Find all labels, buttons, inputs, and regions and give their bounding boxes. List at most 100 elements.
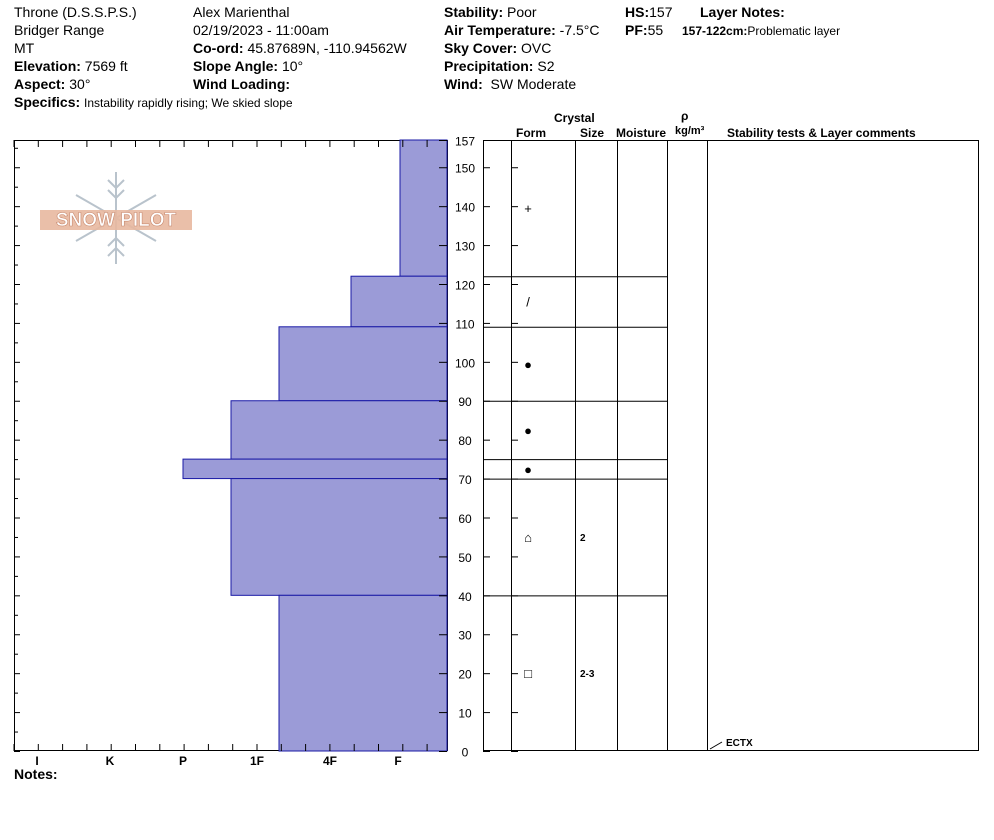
stability-test-label-0: ECTX [726,738,753,749]
wind-label: Wind: [444,76,483,92]
y-tick-label: 140 [455,201,475,215]
stability-field: Stability: Poor [444,4,537,20]
notes-label: Notes: [14,766,58,782]
moisture-header: Moisture [616,126,667,140]
aspect-value: 30° [69,76,91,92]
crystal-form-5: ⌂ [524,530,532,545]
form-header: Form [516,126,546,140]
slope-field: Slope Angle: 10° [193,58,303,74]
logo-text: SNOW PILOT [56,210,177,231]
wind-value: SW Moderate [490,76,577,92]
state-name: MT [14,40,35,56]
crystal-form-1: / [526,295,530,310]
elevation-field: Elevation: 7569 ft [14,58,128,74]
y-tick-label: 60 [458,512,472,526]
stability-label: Stability: [444,4,504,20]
location-name: Throne (D.S.S.P.S.) [14,4,137,20]
pf-label: PF: [625,22,648,38]
sky-field: Sky Cover: OVC [444,40,551,56]
snowpilot-logo: SNOW PILOT [38,168,194,268]
pf-value: 55 [647,22,664,38]
air-temp-field: Air Temperature: -7.5°C [444,22,600,38]
precip-field: Precipitation: S2 [444,58,554,74]
hardness-scale-label: K [106,754,115,768]
y-tick-label: 130 [455,240,475,254]
comments-header: Stability tests & Layer comments [727,126,916,140]
y-tick-label: 70 [458,473,472,487]
precip-label: Precipitation: [444,58,534,74]
specifics-label: Specifics: [14,94,81,110]
hardness-scale-label: P [179,754,187,768]
hardness-bar-4 [182,458,448,480]
y-tick-label: 10 [458,707,472,721]
hs-value: 157 [649,4,673,20]
coord-label: Co-ord: [193,40,244,56]
hardness-bar-3 [230,400,448,460]
size-header: Size [580,126,605,140]
hs-label: HS: [625,4,650,20]
slope-label: Slope Angle: [193,58,279,74]
y-tick-label: 40 [458,590,472,604]
hardness-bar-6 [278,594,448,752]
density-unit-header: kg/m³ [675,125,705,137]
snowflake-icon: SNOW PILOT [40,172,192,264]
layer-notes-label: Layer Notes: [700,4,785,20]
y-tick-label: 90 [458,395,472,409]
aspect-label: Aspect: [14,76,66,92]
wind-loading-label: Wind Loading: [193,76,291,92]
pf-field: PF:55 [625,22,663,38]
crystal-size-6: 2-3 [580,669,595,680]
stability-value: Poor [507,4,537,20]
y-tick-label: 30 [458,629,472,643]
hardness-scale-label: 4F [323,754,337,768]
hardness-bar-0 [399,139,448,277]
sky-value: OVC [521,40,552,56]
y-tick-label: 100 [455,356,475,370]
hardness-bar-5 [230,478,448,596]
specifics-value: Instability rapidly rising; We skied slo… [84,96,293,110]
crystal-form-3: ● [524,423,532,438]
crystal-form-6: □ [524,666,532,681]
crystal-form-0: + [524,201,532,216]
aspect-field: Aspect: 30° [14,76,90,92]
layer-note: 157-122cm:Problematic layer [682,23,840,39]
layer-table-frame [483,140,979,751]
y-tick-label: 150 [455,162,475,176]
specifics-field: Specifics: Instability rapidly rising; W… [14,94,293,111]
layer-note-text: Problematic layer [747,24,841,38]
elevation-label: Elevation: [14,58,81,74]
crystal-form-4: ● [524,462,532,477]
layer-note-range: 157-122cm: [682,24,748,38]
hardness-scale-label: 1F [250,754,264,768]
hs-field: HS:157 [625,4,672,20]
hardness-scale-label: F [394,754,401,768]
crystal-form-2: ● [524,357,532,372]
y-tick-label: 110 [455,317,474,331]
y-tick-label: 20 [458,668,472,682]
hardness-scale-label: I [35,754,38,768]
precip-value: S2 [537,58,555,74]
air-temp-value: -7.5°C [559,22,600,38]
elevation-value: 7569 ft [84,58,128,74]
coord-field: Co-ord: 45.87689N, -110.94562W [193,40,407,56]
air-temp-label: Air Temperature: [444,22,556,38]
density-rho-header: ρ [681,109,689,123]
observer-name: Alex Marienthal [193,4,290,20]
crystal-header: Crystal [554,111,595,125]
y-tick-label: 157 [455,135,475,149]
crystal-size-5: 2 [580,533,586,544]
sky-label: Sky Cover: [444,40,518,56]
coord-value: 45.87689N, -110.94562W [247,40,407,56]
y-tick-label: 120 [455,278,475,292]
wind-field: Wind: SW Moderate [444,76,576,92]
observation-datetime: 02/19/2023 - 11:00am [193,22,329,38]
range-name: Bridger Range [14,22,105,38]
hardness-bar-2 [278,326,448,402]
y-tick-label: 80 [458,434,472,448]
y-tick-label: 0 [462,746,469,760]
wind-loading-field: Wind Loading: [193,76,290,92]
hardness-bar-1 [350,275,448,328]
test-arrow-0 [709,741,723,750]
y-tick-label: 50 [458,551,472,565]
